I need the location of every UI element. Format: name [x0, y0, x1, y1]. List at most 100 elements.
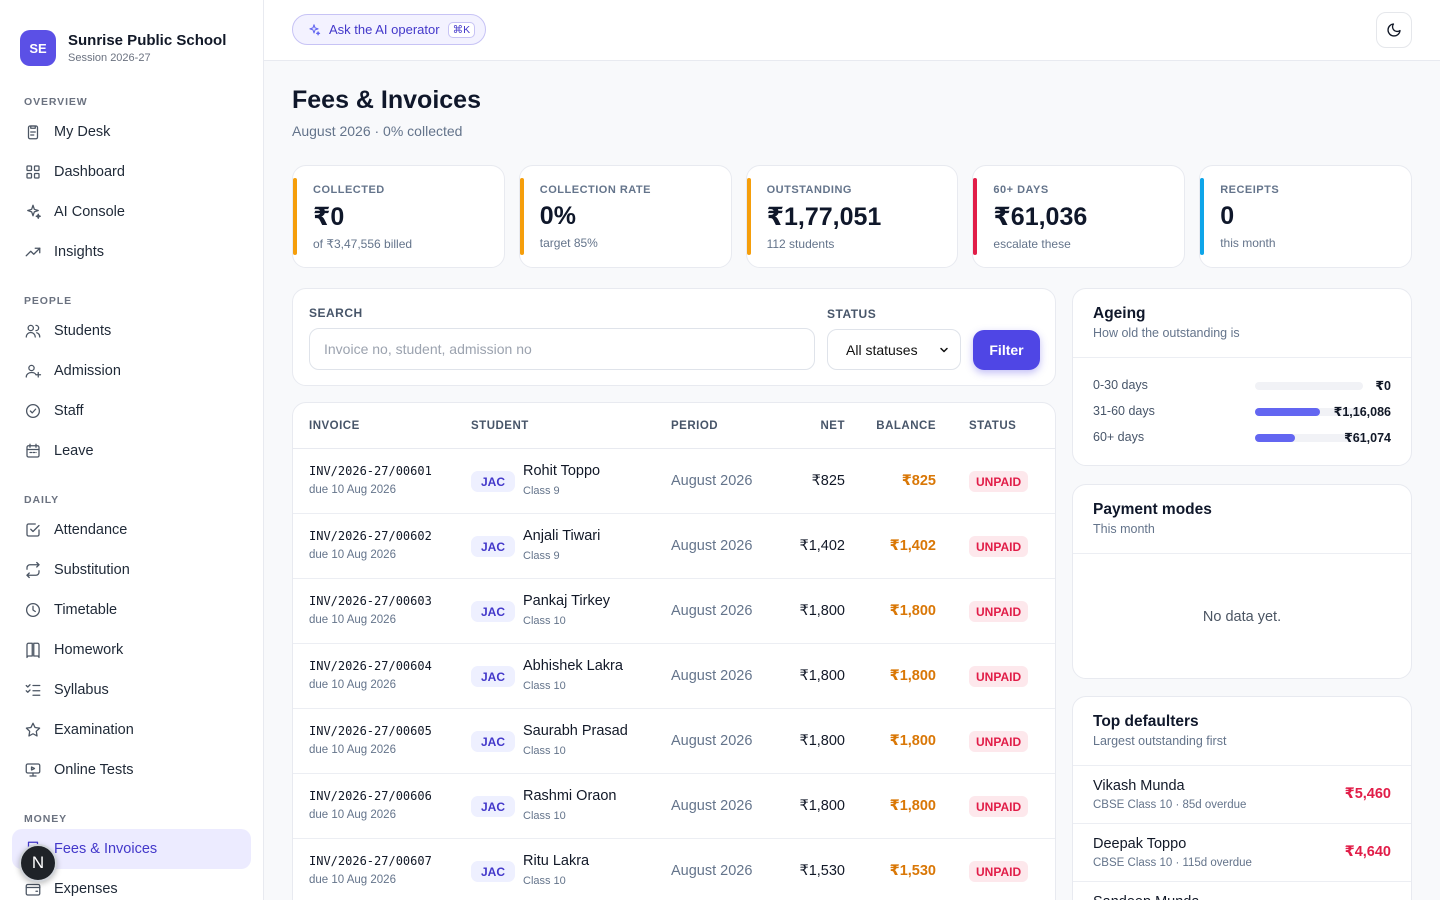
table-row[interactable]: INV/2026-27/00604 due 10 Aug 2026 JAC Abhis…	[293, 644, 1055, 709]
sidebar-item-students[interactable]: Students	[12, 311, 251, 351]
user-avatar[interactable]: N	[19, 844, 57, 882]
student-name[interactable]: Abhishek Lakra	[523, 658, 623, 674]
sidebar-item-examination[interactable]: Examination	[12, 710, 251, 750]
monitor-icon	[24, 761, 42, 779]
board-badge: JAC	[471, 601, 515, 622]
defaulter-row[interactable]: Deepak Toppo CBSE Class 10 · 115d overdue…	[1073, 824, 1411, 882]
sidebar-item-leave[interactable]: Leave	[12, 431, 251, 471]
ageing-row: 60+ days ₹61,074	[1093, 428, 1391, 448]
school-name: Sunrise Public School	[68, 32, 227, 49]
table-row[interactable]: INV/2026-27/00603 due 10 Aug 2026 JAC Panka…	[293, 579, 1055, 644]
status-label: STATUS	[827, 307, 877, 321]
sidebar-item-label: Staff	[54, 403, 84, 419]
status-badge: UNPAID	[969, 861, 1029, 882]
table-row[interactable]: INV/2026-27/00601 due 10 Aug 2026 JAC Rohit…	[293, 449, 1055, 514]
payment-modes-subtitle: This month	[1093, 522, 1155, 536]
net-amount: ₹1,800	[799, 798, 845, 814]
stat-accent-bar	[519, 178, 524, 255]
defaulter-amount: ₹4,640	[1344, 844, 1391, 860]
stat-accent-bar	[1200, 178, 1205, 255]
table-row[interactable]: INV/2026-27/00607 due 10 Aug 2026 JAC Ritu …	[293, 839, 1055, 900]
filter-button[interactable]: Filter	[973, 330, 1040, 370]
invoice-number[interactable]: INV/2026-27/00604	[309, 659, 432, 673]
grid-icon	[24, 163, 42, 181]
divider	[1073, 553, 1411, 554]
defaulter-name: Sandeep Munda	[1093, 894, 1199, 900]
sidebar-item-insights[interactable]: Insights	[12, 232, 251, 272]
invoice-due-date: due 10 Aug 2026	[309, 874, 396, 886]
filter-card: SEARCH STATUS All statuses Filter	[292, 288, 1056, 386]
stat-value: ₹0	[313, 203, 345, 231]
sidebar-item-homework[interactable]: Homework	[12, 630, 251, 670]
student-class: Class 10	[523, 810, 566, 822]
student-name[interactable]: Rohit Toppo	[523, 463, 601, 479]
table-row[interactable]: INV/2026-27/00605 due 10 Aug 2026 JAC Saura…	[293, 709, 1055, 774]
sidebar-item-label: My Desk	[54, 124, 111, 140]
ask-ai-operator-button[interactable]: Ask the AI operator ⌘K	[292, 14, 487, 45]
ageing-bucket-value: ₹1,16,086	[1333, 405, 1391, 419]
ageing-title: Ageing	[1093, 305, 1146, 322]
ageing-bucket-label: 60+ days	[1093, 430, 1145, 444]
stat-label: 60+ DAYS	[993, 184, 1049, 196]
defaulter-row[interactable]: Sandeep Munda	[1073, 882, 1411, 900]
sidebar-item-dashboard[interactable]: Dashboard	[12, 152, 251, 192]
status-badge: UNPAID	[969, 471, 1029, 492]
table-header: INVOICE STUDENT PERIOD NET BALANCE STATU…	[293, 403, 1055, 449]
table-row[interactable]: INV/2026-27/00606 due 10 Aug 2026 JAC Rashm…	[293, 774, 1055, 839]
nav-section-title: MONEY	[24, 813, 68, 825]
sidebar-item-ai-console[interactable]: AI Console	[12, 192, 251, 232]
sidebar-item-syllabus[interactable]: Syllabus	[12, 670, 251, 710]
board-badge: JAC	[471, 731, 515, 752]
sidebar-item-substitution[interactable]: Substitution	[12, 550, 251, 590]
defaulter-meta: CBSE Class 10 · 85d overdue	[1093, 799, 1247, 811]
sidebar-item-label: Homework	[54, 642, 124, 658]
sidebar-item-label: Insights	[54, 244, 104, 260]
sidebar-item-label: Admission	[54, 363, 121, 379]
sidebar-item-my-desk[interactable]: My Desk	[12, 112, 251, 152]
sidebar-item-label: Examination	[54, 722, 134, 738]
student-name[interactable]: Ritu Lakra	[523, 853, 590, 869]
net-amount: ₹1,402	[799, 538, 845, 554]
student-name[interactable]: Rashmi Oraon	[523, 788, 617, 804]
stat-value: ₹1,77,051	[766, 203, 882, 231]
invoice-number[interactable]: INV/2026-27/00601	[309, 464, 432, 478]
search-input[interactable]	[309, 328, 815, 370]
invoice-number[interactable]: INV/2026-27/00605	[309, 724, 432, 738]
sidebar-item-expenses[interactable]: Expenses	[12, 869, 251, 900]
header-net: NET	[820, 420, 845, 432]
invoice-number[interactable]: INV/2026-27/00607	[309, 854, 432, 868]
brand[interactable]: SE Sunrise Public School Session 2026-27	[0, 0, 263, 76]
sidebar-item-timetable[interactable]: Timetable	[12, 590, 251, 630]
table-row[interactable]: INV/2026-27/00602 due 10 Aug 2026 JAC Anjal…	[293, 514, 1055, 579]
defaulter-row[interactable]: Vikash Munda CBSE Class 10 · 85d overdue ₹…	[1073, 766, 1411, 824]
net-amount: ₹825	[811, 473, 845, 489]
balance-amount: ₹1,800	[889, 603, 936, 619]
wallet-icon	[24, 880, 42, 898]
balance-amount: ₹1,800	[889, 733, 936, 749]
stat-label: RECEIPTS	[1220, 184, 1280, 196]
theme-toggle-button[interactable]	[1376, 12, 1412, 48]
net-amount: ₹1,530	[799, 863, 845, 879]
ageing-bucket-value: ₹61,074	[1344, 431, 1391, 445]
session-label: Session 2026-27	[68, 52, 151, 64]
ageing-subtitle: How old the outstanding is	[1093, 326, 1240, 340]
student-name[interactable]: Pankaj Tirkey	[523, 593, 611, 609]
invoice-due-date: due 10 Aug 2026	[309, 679, 396, 691]
nav-section-people: PEOPLE Students Admission Staff Leave	[0, 291, 263, 471]
clock-icon	[24, 601, 42, 619]
sidebar-item-online-tests[interactable]: Online Tests	[12, 750, 251, 790]
sidebar-item-attendance[interactable]: Attendance	[12, 510, 251, 550]
student-name[interactable]: Saurabh Prasad	[523, 723, 628, 739]
student-name[interactable]: Anjali Tiwari	[523, 528, 601, 544]
invoice-number[interactable]: INV/2026-27/00602	[309, 529, 432, 543]
status-select[interactable]: All statuses	[827, 329, 961, 370]
invoice-number[interactable]: INV/2026-27/00603	[309, 594, 432, 608]
sidebar-item-admission[interactable]: Admission	[12, 351, 251, 391]
ageing-row: 0-30 days ₹0	[1093, 376, 1391, 396]
invoice-number[interactable]: INV/2026-27/00606	[309, 789, 432, 803]
nav-section-title: PEOPLE	[24, 295, 72, 307]
shortcut-hint: ⌘K	[447, 21, 476, 38]
sidebar-item-staff[interactable]: Staff	[12, 391, 251, 431]
stat-subtext: target 85%	[539, 236, 598, 250]
sidebar-item-label: Students	[54, 323, 112, 339]
